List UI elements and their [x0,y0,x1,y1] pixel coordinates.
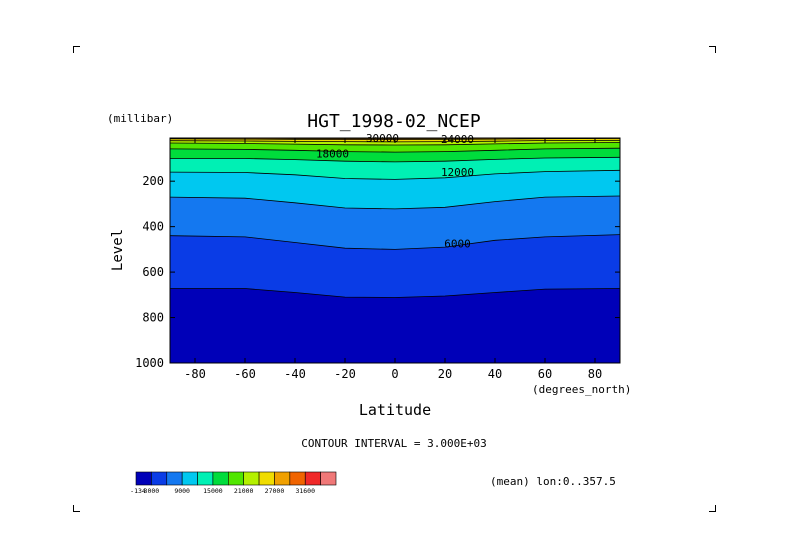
colorbar-swatch-0 [135,471,152,486]
contour-label-6000: 6000 [444,238,471,251]
y-axis-ticks: 200 400 600 800 1000 [135,174,620,370]
x-tick-label-20: 20 [438,367,452,381]
colorbar-swatch-12 [320,471,337,486]
contour-line-3000 [170,288,620,298]
colorbar-label-9000: 9000 [174,487,190,495]
colorbar-swatch-7 [243,471,260,486]
contour-label-24000: 24000 [441,133,474,146]
colorbar-swatch-6 [228,471,244,486]
x-tick-label-40: 40 [488,367,502,381]
colorbar-swatch-5 [212,471,229,486]
chart-title: HGT_1998-02_NCEP [307,111,481,132]
corner-marks [73,46,716,512]
contour-line-21000 [170,142,620,146]
x-tick-label-80: 80 [588,367,602,381]
x-tick-label--20: -20 [334,367,356,381]
x-tick-label--80: -80 [184,367,206,381]
x-axis-label: Latitude [359,401,431,419]
contour-line-6000 [170,234,620,250]
corner-mark-bottom-right [709,505,716,512]
colorbar-swatch-4 [197,471,214,486]
colorbar-swatch-1 [151,471,168,486]
y-axis-label: Level [110,229,126,271]
y-tick-label-1000: 1000 [135,356,164,370]
contour-line-12000 [170,169,620,180]
colorbar-label-31600: 31600 [295,487,315,495]
contour-line-9000 [170,195,620,210]
contour-interval-text: CONTOUR INTERVAL = 3.000E+03 [301,437,486,450]
colorbar-swatch-3 [181,471,198,486]
y-tick-label-200: 200 [142,174,164,188]
x-tick-label--40: -40 [284,367,306,381]
colorbar-swatch-10 [289,471,306,486]
colorbar-label-15000: 15000 [203,487,223,495]
corner-mark-bottom-left [73,505,80,512]
contour-label-18000: 18000 [316,147,349,160]
colorbar-label-3000: 3000 [144,487,160,495]
y-axis-unit: (millibar) [107,112,173,125]
y-tick-label-400: 400 [142,220,164,234]
colorbar-label-21000: 21000 [234,487,254,495]
contour-line-18000 [170,147,620,153]
x-axis-ticks: -80 -60 -40 -20 0 20 40 60 80 [184,138,602,381]
x-axis-unit: (degrees_north) [532,383,631,396]
corner-mark-top-left [73,46,80,53]
x-tick-label--60: -60 [234,367,256,381]
y-tick-label-800: 800 [142,311,164,325]
colorbar-label-27000: 27000 [265,487,285,495]
mean-text: (mean) lon:0..357.5 [490,475,616,488]
colorbar-swatch-2 [166,471,183,486]
contour-fills [170,138,620,363]
corner-mark-top-right [709,46,716,53]
contour-label-12000: 12000 [441,166,474,179]
contour-line-15000 [170,156,620,163]
colorbar-swatch-8 [258,471,275,486]
y-tick-label-600: 600 [142,265,164,279]
colorbar-swatch-9 [274,471,291,486]
colorbar-swatch-11 [304,471,321,486]
colorbar-label--134: -134 [130,487,146,495]
x-tick-label-0: 0 [391,367,398,381]
x-tick-label-60: 60 [538,367,552,381]
